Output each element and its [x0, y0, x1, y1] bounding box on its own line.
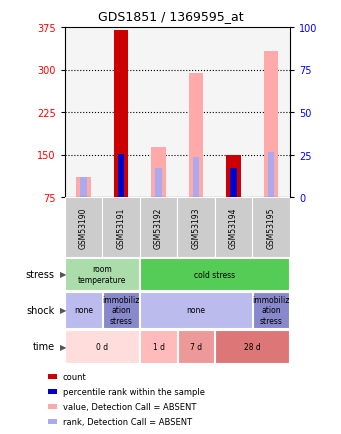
Text: shock: shock	[26, 305, 55, 315]
Text: 7 d: 7 d	[190, 342, 202, 351]
Bar	[253, 293, 290, 328]
Text: rank, Detection Call = ABSENT: rank, Detection Call = ABSENT	[63, 417, 192, 426]
Bar	[178, 330, 214, 363]
Text: ▶: ▶	[60, 270, 66, 279]
Bar	[80, 178, 87, 197]
Text: ▶: ▶	[60, 306, 66, 315]
Text: stress: stress	[26, 270, 55, 279]
Bar	[230, 168, 237, 197]
Text: count: count	[63, 372, 87, 381]
Text: GDS1851 / 1369595_at: GDS1851 / 1369595_at	[98, 10, 243, 23]
Text: 0 d: 0 d	[96, 342, 108, 351]
Bar	[189, 74, 203, 197]
Bar	[140, 293, 252, 328]
Text: none: none	[187, 306, 206, 315]
Text: GSM53193: GSM53193	[192, 207, 201, 248]
Text: cold stress: cold stress	[194, 270, 235, 279]
Bar	[48, 404, 57, 409]
Text: immobiliz
ation
stress: immobiliz ation stress	[252, 296, 290, 325]
Text: room
temperature: room temperature	[78, 265, 127, 284]
Text: ▶: ▶	[60, 342, 66, 351]
Bar	[177, 197, 215, 257]
Text: percentile rank within the sample: percentile rank within the sample	[63, 387, 205, 396]
Text: immobiliz
ation
stress: immobiliz ation stress	[102, 296, 140, 325]
Text: 1 d: 1 d	[152, 342, 165, 351]
Bar	[226, 155, 241, 197]
Bar	[65, 293, 102, 328]
Bar	[140, 330, 177, 363]
Bar	[103, 293, 139, 328]
Bar	[48, 389, 57, 394]
Bar	[151, 148, 166, 197]
Bar	[48, 419, 57, 424]
Bar	[48, 375, 57, 379]
Bar	[252, 197, 290, 257]
Text: GSM53194: GSM53194	[229, 207, 238, 248]
Text: GSM53195: GSM53195	[267, 207, 276, 248]
Bar	[65, 197, 102, 257]
Bar	[268, 152, 275, 197]
Text: GSM53191: GSM53191	[117, 207, 125, 248]
Bar	[114, 31, 128, 197]
Bar	[102, 197, 140, 257]
Text: value, Detection Call = ABSENT: value, Detection Call = ABSENT	[63, 402, 196, 411]
Text: time: time	[32, 342, 55, 352]
Bar	[215, 330, 290, 363]
Text: 28 d: 28 d	[244, 342, 261, 351]
Bar	[118, 155, 124, 197]
Text: none: none	[74, 306, 93, 315]
Text: GSM53192: GSM53192	[154, 207, 163, 248]
Bar	[76, 178, 91, 197]
Text: GSM53190: GSM53190	[79, 207, 88, 248]
Bar	[140, 258, 290, 290]
Bar	[155, 168, 162, 197]
Bar	[140, 197, 177, 257]
Bar	[65, 330, 139, 363]
Bar	[215, 197, 252, 257]
Bar	[65, 258, 139, 290]
Bar	[264, 52, 278, 197]
Bar	[193, 158, 199, 197]
